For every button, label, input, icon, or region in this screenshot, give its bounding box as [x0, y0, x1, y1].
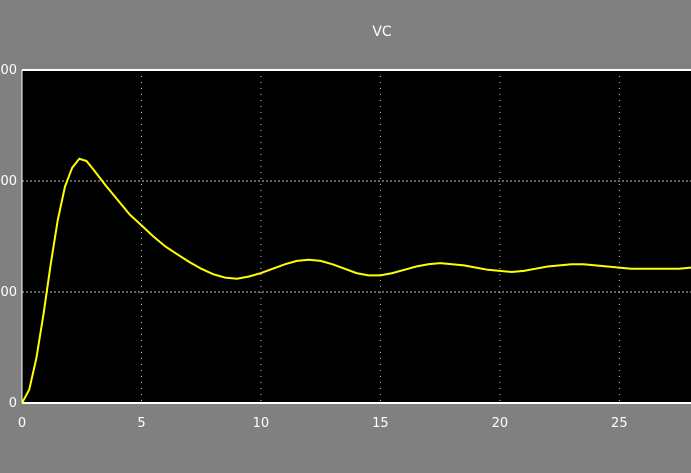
y-tick-label: 300: [0, 63, 17, 78]
y-tick-label: 0: [9, 396, 17, 411]
x-tick-label: 20: [492, 416, 509, 431]
x-tick-label: 10: [253, 416, 270, 431]
y-tick-labels: 0 100 200 300: [0, 63, 17, 411]
x-tick-labels: 0 5 10 15 20 25: [18, 416, 628, 431]
x-tick-label: 5: [137, 416, 145, 431]
y-tick-label: 100: [0, 285, 17, 300]
grid-lines: [22, 70, 691, 403]
axes: [21, 69, 691, 404]
y-tick-label: 200: [0, 174, 17, 189]
x-tick-label: 0: [18, 416, 26, 431]
chart-title: VC: [372, 24, 392, 40]
x-tick-label: 15: [372, 416, 389, 431]
plot-area: [22, 70, 691, 403]
series-line-vc: [21, 157, 691, 404]
x-tick-label: 25: [611, 416, 628, 431]
